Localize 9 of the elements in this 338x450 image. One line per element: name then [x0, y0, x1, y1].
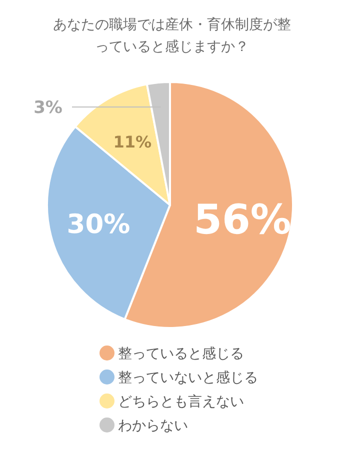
- chart-title: あなたの職場では産休・育休制度が整っていると感じますか？: [52, 16, 292, 57]
- data-label: 3%: [34, 98, 62, 118]
- legend-label: 整っていると感じる: [118, 346, 244, 362]
- legend-label: わからない: [118, 418, 188, 434]
- legend-label: どちらとも言えない: [118, 394, 244, 410]
- legend-label: 整っていないと感じる: [118, 370, 258, 386]
- data-label: 56%: [194, 196, 292, 244]
- data-label: 30%: [66, 208, 130, 240]
- data-label: 11%: [113, 132, 152, 152]
